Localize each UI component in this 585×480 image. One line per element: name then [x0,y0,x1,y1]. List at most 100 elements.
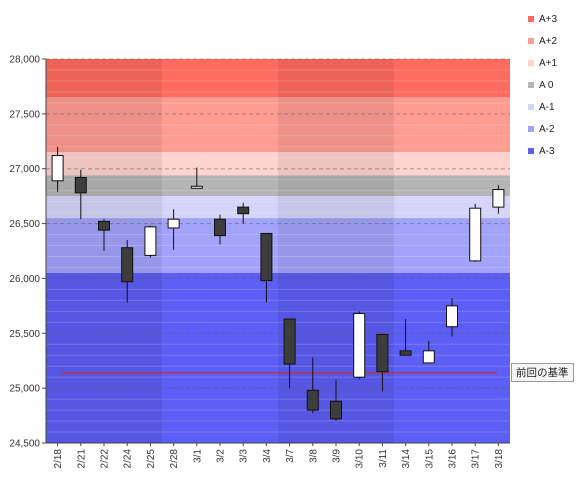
candle-3-8 [306,357,319,414]
x-tick-label: 2/24 [123,449,134,469]
legend-swatch [528,126,534,132]
x-tick-label: 3/15 [424,449,435,469]
candle-body-down [283,318,296,365]
band-Aplus1 [46,152,510,176]
candles [51,146,505,422]
candle-3-7 [283,318,296,389]
x-tick-label: 3/2 [216,449,227,463]
candle-body-up [422,350,435,364]
x-tick-label: 3/10 [355,449,366,469]
legend-swatch [528,38,534,44]
candle-body-up [51,155,64,182]
y-tick-label: 25,500 [9,329,40,340]
x-tick-label: 3/11 [378,449,389,468]
candle-2-18 [51,146,64,192]
x-tick-labels: 2/18 2/21 2/22 2/24 2/25 2/28 3/1 3/2 3/3 3/4 3/7 3… [53,443,505,468]
y-tick-label: 26,500 [9,219,40,230]
candle-3-18 [492,185,505,214]
x-tick-label: 3/18 [494,449,505,469]
y-tick-label: 24,500 [9,439,40,450]
candle-3-16 [446,298,458,337]
y-tick-label: 27,000 [9,164,40,175]
week-shade [278,59,394,443]
legend-label: A-3 [539,145,555,157]
band-Aplus3 [46,59,510,98]
candle-2-24 [121,240,134,303]
legend-item: A+1 [528,52,557,74]
candle-body-up [144,226,157,256]
candle-body-down [74,176,87,194]
legend-label: A+1 [539,57,558,69]
y-tick-label: 26,000 [9,274,40,285]
candle-body-up [353,313,366,378]
candle-3-1 [190,167,203,189]
legend-item: A+3 [528,8,557,30]
x-tick-label: 3/7 [285,449,296,463]
x-tick-label: 3/3 [239,449,250,463]
legend-swatch [528,60,534,66]
y-tick-label: 27,500 [9,109,40,120]
x-tick-label: 3/8 [308,449,319,463]
x-tick-label: 3/4 [262,449,273,463]
x-tick-label: 3/9 [332,449,343,463]
x-tick-label: 2/18 [53,449,64,469]
candle-3-14 [399,319,412,356]
candle-2-21 [74,169,87,220]
candle-body-down [98,220,110,231]
week-shading [46,59,394,443]
candle-3-9 [330,379,342,422]
candle-body-down [330,400,342,420]
band-Aplus2 [46,97,510,153]
y-tick-label: 25,000 [9,384,40,395]
candle-2-25 [144,225,157,258]
candle-body-down [376,333,389,373]
candle-3-2 [214,214,226,245]
y-tick-labels: 24,500 25,000 25,500 26,000 26,500 27,000 27,5… [9,55,46,450]
x-tick-label: 3/16 [448,449,459,469]
legend-item: A-1 [528,96,557,118]
candle-body-down [237,206,250,215]
legend-label: A-2 [539,123,555,135]
candle-body-down [399,350,412,356]
legend-label: A-1 [539,101,555,113]
x-tick-label: 2/21 [76,449,87,469]
legend-label: A+3 [539,13,558,25]
candle-3-11 [376,333,389,392]
candle-body-up [190,185,203,189]
axes [45,59,510,444]
x-tick-label: 2/25 [146,449,157,469]
candle-body-up [167,218,180,229]
candle-3-4 [260,232,273,303]
candle-3-17 [469,203,482,262]
grid-lines [46,58,510,433]
legend-swatch [528,82,534,88]
candle-2-28 [167,209,180,250]
y-tick-label: 28,000 [9,55,40,66]
x-tick-label: 2/28 [169,449,180,469]
band-Aminus1 [46,196,510,219]
legend-label: A 0 [539,79,554,91]
legend-swatch [528,16,534,22]
candle-body-down [121,247,134,283]
band-A0 [46,175,510,197]
legend-item: A-3 [528,140,557,162]
legend-swatch [528,104,534,110]
legend-item: A 0 [528,74,557,96]
candle-3-10 [353,311,366,380]
candle-3-3 [237,202,250,224]
candle-3-15 [422,340,435,364]
legend-label: A+2 [539,35,558,47]
legend-swatch [528,148,534,154]
candle-body-down [260,232,273,282]
legend-item: A+2 [528,30,557,52]
candle-body-down [306,389,319,411]
x-tick-label: 3/17 [471,449,482,469]
candle-body-up [446,305,458,328]
candle-body-down [214,218,226,237]
x-tick-label: 2/22 [100,449,111,469]
x-tick-label: 3/1 [192,449,203,463]
reference-line-label: 前回の基準 [511,363,574,382]
candle-body-up [492,189,505,208]
legend-item: A-2 [528,118,557,140]
